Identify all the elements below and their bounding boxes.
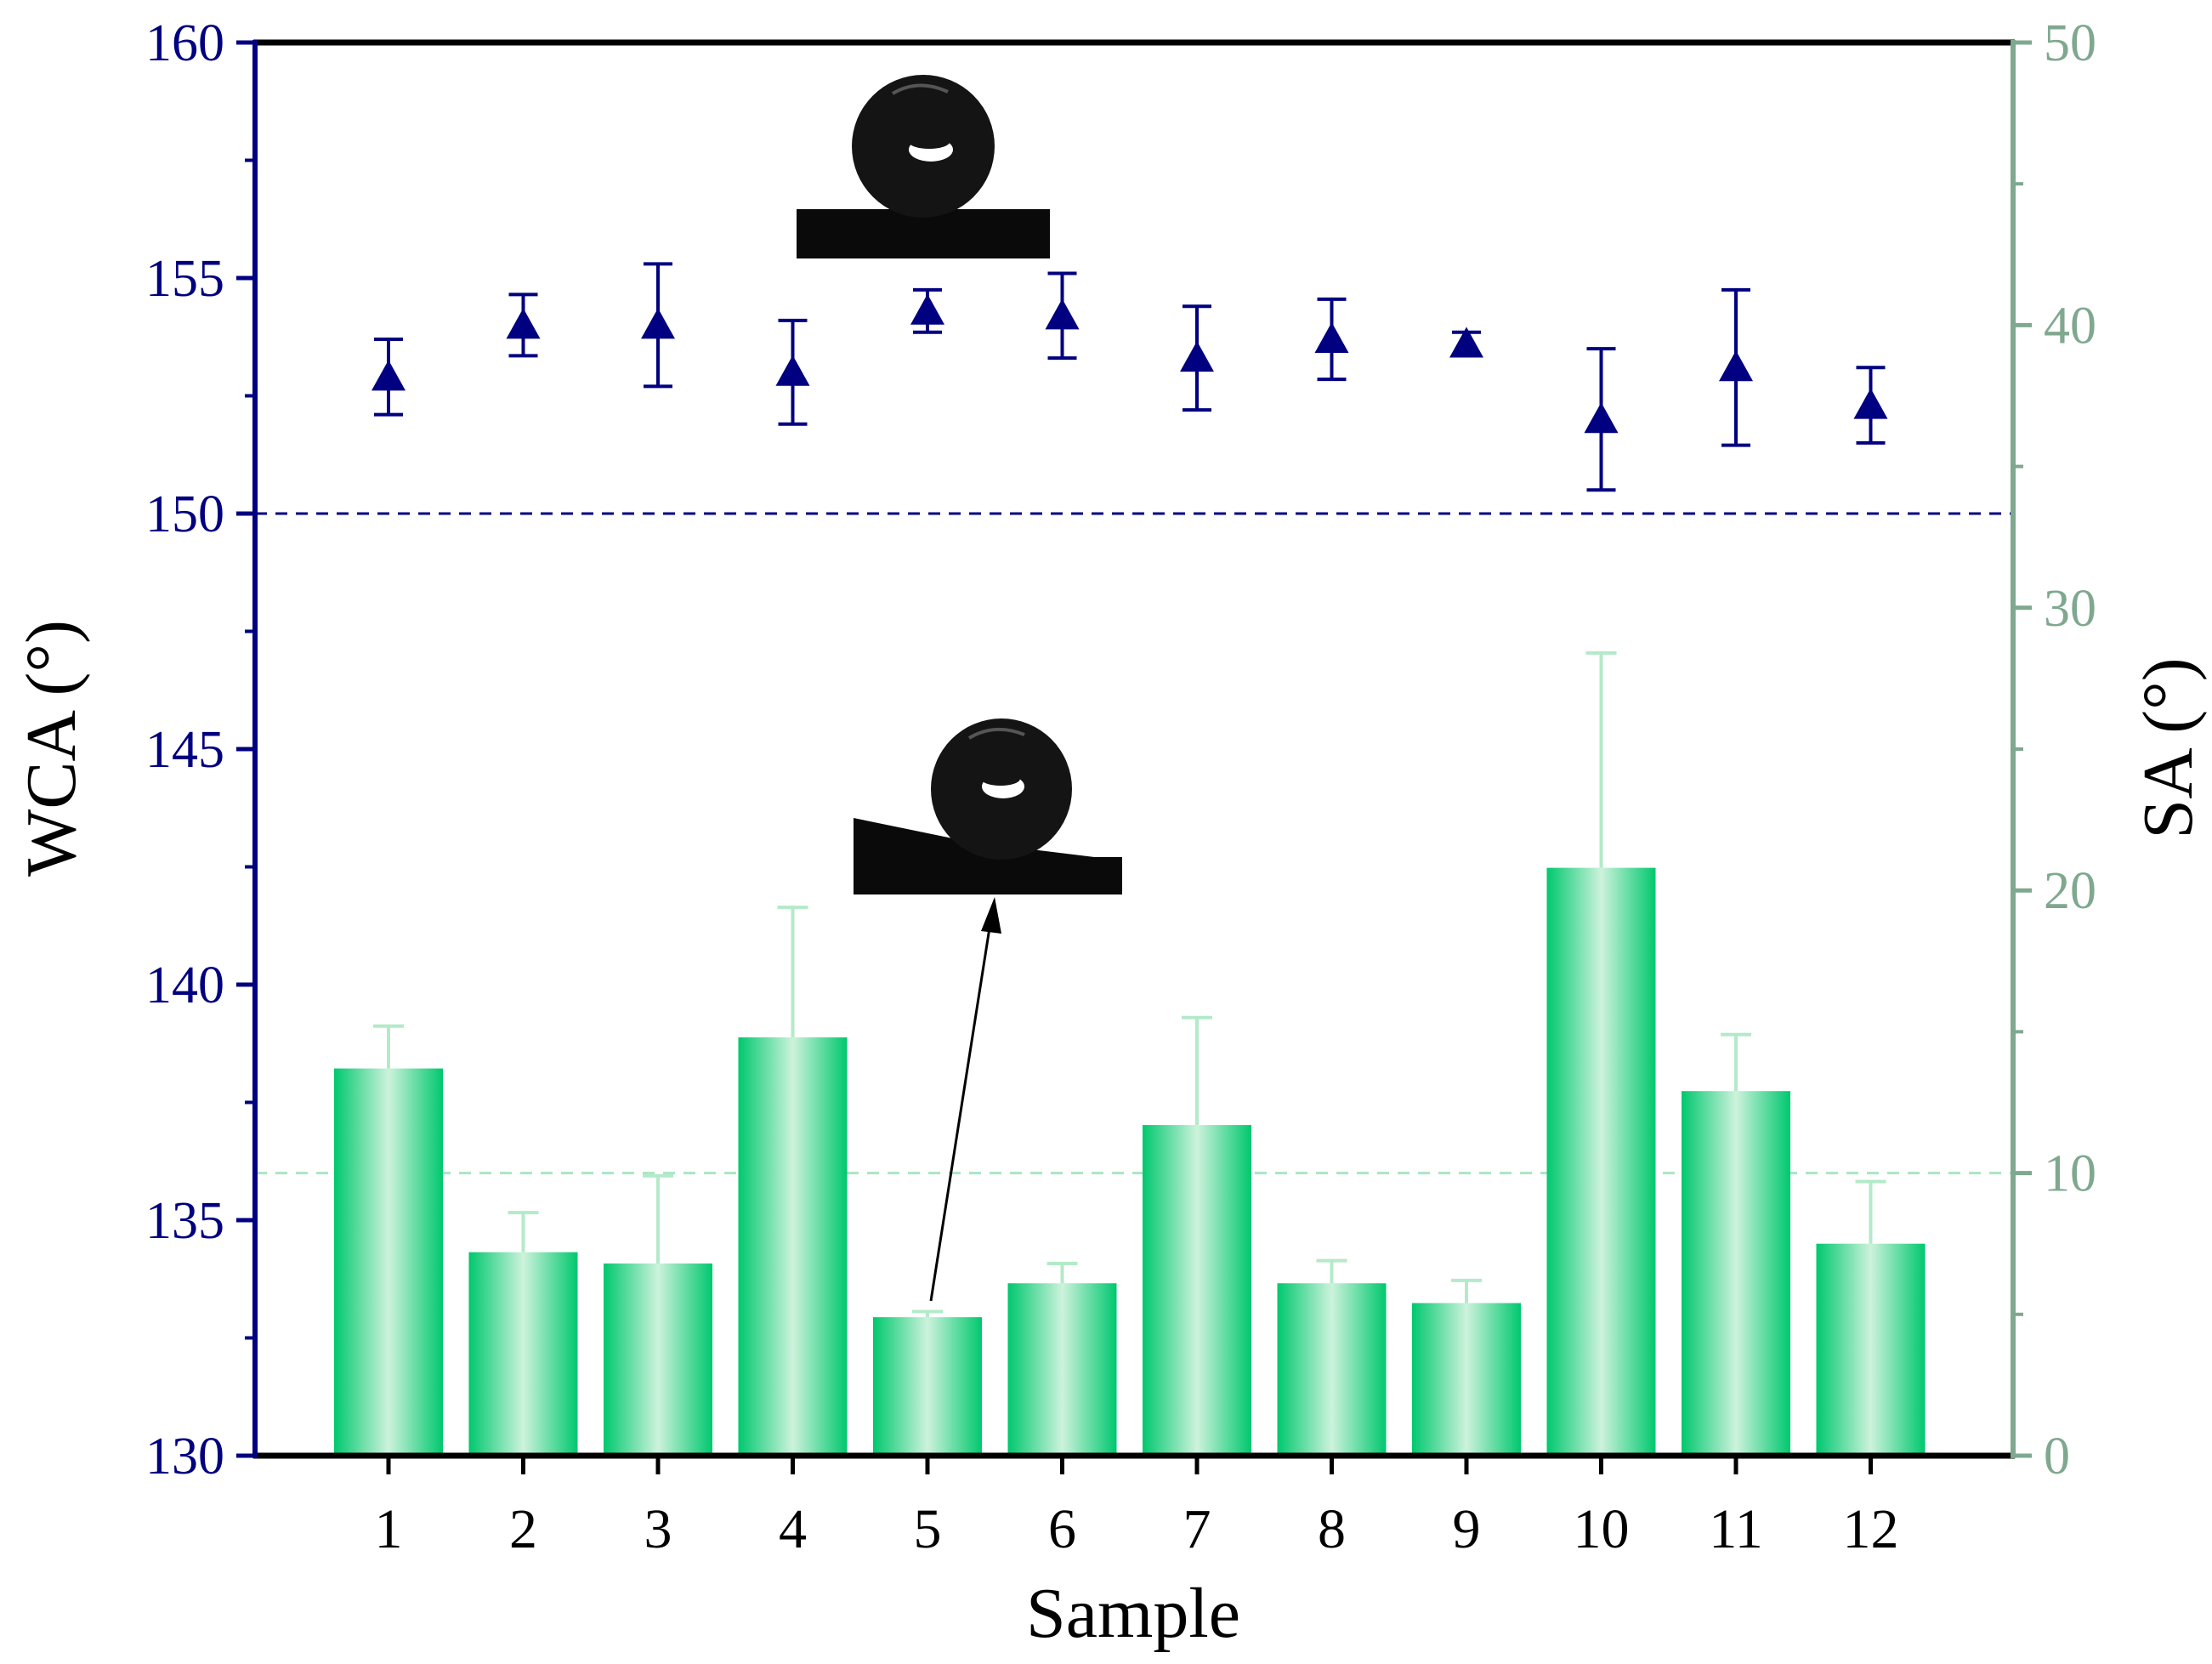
sa-bar [1277,1283,1387,1456]
right-tick-label: 50 [2044,14,2096,72]
right-tick-label: 0 [2044,1428,2070,1485]
wca-marker [910,293,944,325]
sa-error-bars [373,650,1886,1318]
x-tick-label: 3 [644,1498,672,1560]
droplet-inset-tilted [854,718,1122,894]
sa-bar [604,1263,712,1456]
left-tick-label: 140 [145,957,224,1014]
sa-bar [1007,1283,1117,1456]
x-tick-label: 5 [914,1498,942,1560]
wca-marker [372,360,406,391]
left-tick-label: 135 [145,1192,224,1250]
droplet-inset-flat [797,75,1050,258]
wca-marker [1314,322,1349,354]
sa-bar [1546,867,1656,1456]
wca-marker [1719,350,1753,382]
left-tick-label: 155 [145,250,224,308]
x-tick-label: 1 [375,1498,403,1560]
wca-markers [372,293,1888,434]
left-tick-label: 145 [145,721,224,779]
wca-marker [641,308,675,339]
wca-marker [1853,388,1888,419]
sa-bar [1816,1243,1926,1456]
left-tick-label: 150 [145,486,224,543]
right-tick-label: 20 [2044,862,2096,920]
sa-bar [1412,1303,1521,1456]
x-tick-label: 4 [779,1498,807,1560]
x-tick-label: 2 [509,1498,537,1560]
x-tick-label: 6 [1048,1498,1076,1560]
sa-bar [738,1037,848,1456]
right-axis-title: SA (°) [2129,657,2208,838]
wca-marker [1045,298,1080,330]
x-axis-title: Sample [1026,1574,1240,1653]
wca-marker [506,308,541,339]
x-tick-label: 8 [1318,1498,1346,1560]
wca-marker [1180,341,1214,372]
right-tick-label: 40 [2044,297,2096,355]
x-tick-label: 9 [1453,1498,1481,1560]
wca-marker [1584,402,1619,434]
left-axis-ticks: 130 135 140 145 150 155 160 [145,14,255,1485]
left-tick-label: 130 [145,1428,224,1485]
right-tick-label: 30 [2044,580,2096,638]
x-tick-label: 11 [1709,1498,1763,1560]
wca-marker [1449,327,1483,358]
wca-error-bars [374,262,1886,492]
wca-marker [775,355,810,386]
x-axis-ticks: 1 2 3 4 5 6 7 8 9 10 11 12 [375,1456,1899,1560]
inset-arrow [929,897,1001,1302]
sa-bar [1143,1125,1251,1456]
x-tick-label: 10 [1574,1498,1630,1560]
x-tick-label: 12 [1843,1498,1899,1560]
sa-bar [1682,1091,1790,1456]
left-axis-title: WCA (°) [12,620,91,877]
sa-bars [334,867,1926,1456]
sa-bar [468,1252,578,1456]
right-axis-ticks: 0 10 20 30 40 50 [2013,14,2096,1485]
sa-bar [334,1068,443,1456]
right-tick-label: 10 [2044,1145,2096,1203]
left-tick-label: 160 [145,14,224,72]
sa-bar [873,1317,982,1456]
x-tick-label: 7 [1183,1498,1211,1560]
